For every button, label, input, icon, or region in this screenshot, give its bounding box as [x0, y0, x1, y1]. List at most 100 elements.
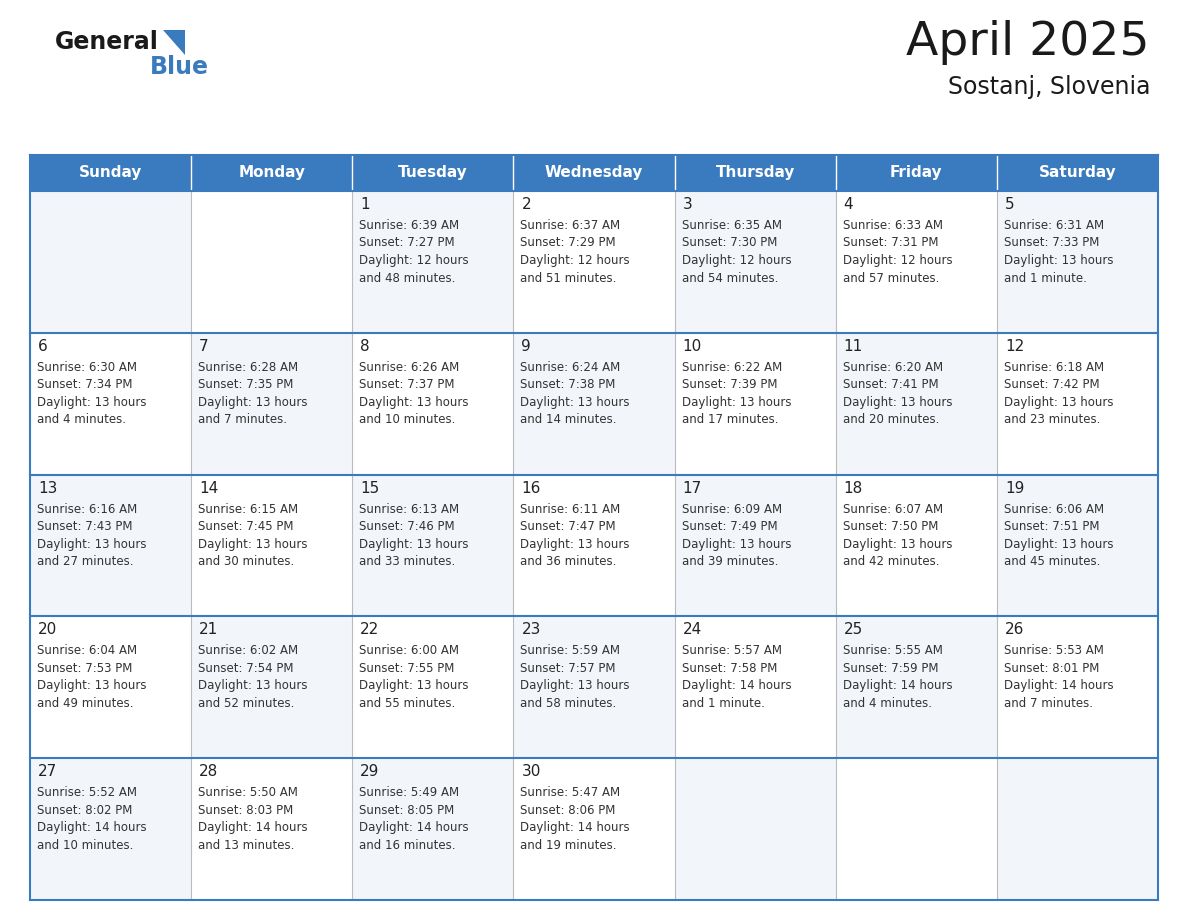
Text: Sunrise: 6:06 AM
Sunset: 7:51 PM
Daylight: 13 hours
and 45 minutes.: Sunrise: 6:06 AM Sunset: 7:51 PM Dayligh…	[1004, 502, 1113, 568]
Text: Sunrise: 6:33 AM
Sunset: 7:31 PM
Daylight: 12 hours
and 57 minutes.: Sunrise: 6:33 AM Sunset: 7:31 PM Dayligh…	[842, 219, 953, 285]
Bar	[675, 333, 835, 475]
Bar	[30, 155, 191, 191]
Bar	[997, 475, 1158, 616]
Bar	[191, 333, 353, 475]
Text: 9: 9	[522, 339, 531, 353]
Bar	[675, 155, 835, 191]
Text: Sunrise: 6:13 AM
Sunset: 7:46 PM
Daylight: 13 hours
and 33 minutes.: Sunrise: 6:13 AM Sunset: 7:46 PM Dayligh…	[359, 502, 469, 568]
Text: 19: 19	[1005, 481, 1024, 496]
Text: 29: 29	[360, 764, 380, 779]
Bar	[997, 333, 1158, 475]
Bar	[191, 191, 353, 333]
Bar	[30, 191, 191, 333]
Text: 23: 23	[522, 622, 541, 637]
Bar	[30, 333, 191, 475]
Bar	[997, 616, 1158, 758]
Bar	[513, 191, 675, 333]
Text: 5: 5	[1005, 197, 1015, 212]
Bar	[835, 475, 997, 616]
Text: 25: 25	[843, 622, 862, 637]
Text: Sunrise: 5:47 AM
Sunset: 8:06 PM
Daylight: 14 hours
and 19 minutes.: Sunrise: 5:47 AM Sunset: 8:06 PM Dayligh…	[520, 786, 630, 852]
Text: 27: 27	[38, 764, 57, 779]
Bar	[353, 155, 513, 191]
Bar	[191, 155, 353, 191]
Text: Sunrise: 6:20 AM
Sunset: 7:41 PM
Daylight: 13 hours
and 20 minutes.: Sunrise: 6:20 AM Sunset: 7:41 PM Dayligh…	[842, 361, 953, 426]
Text: 26: 26	[1005, 622, 1024, 637]
Bar	[835, 155, 997, 191]
Text: Sostanj, Slovenia: Sostanj, Slovenia	[948, 75, 1150, 99]
Text: 11: 11	[843, 339, 862, 353]
Text: Sunrise: 6:24 AM
Sunset: 7:38 PM
Daylight: 13 hours
and 14 minutes.: Sunrise: 6:24 AM Sunset: 7:38 PM Dayligh…	[520, 361, 630, 426]
Text: 10: 10	[683, 339, 702, 353]
Text: 28: 28	[200, 764, 219, 779]
Text: Sunrise: 6:04 AM
Sunset: 7:53 PM
Daylight: 13 hours
and 49 minutes.: Sunrise: 6:04 AM Sunset: 7:53 PM Dayligh…	[37, 644, 146, 710]
Text: Sunrise: 6:22 AM
Sunset: 7:39 PM
Daylight: 13 hours
and 17 minutes.: Sunrise: 6:22 AM Sunset: 7:39 PM Dayligh…	[682, 361, 791, 426]
Text: Monday: Monday	[239, 165, 305, 181]
Bar	[997, 191, 1158, 333]
Bar	[675, 758, 835, 900]
Text: Sunrise: 6:28 AM
Sunset: 7:35 PM
Daylight: 13 hours
and 7 minutes.: Sunrise: 6:28 AM Sunset: 7:35 PM Dayligh…	[198, 361, 308, 426]
Text: 13: 13	[38, 481, 57, 496]
Bar	[513, 616, 675, 758]
Text: 16: 16	[522, 481, 541, 496]
Text: Friday: Friday	[890, 165, 942, 181]
Text: 6: 6	[38, 339, 48, 353]
Bar	[353, 475, 513, 616]
Text: Wednesday: Wednesday	[545, 165, 643, 181]
Text: Sunrise: 5:50 AM
Sunset: 8:03 PM
Daylight: 14 hours
and 13 minutes.: Sunrise: 5:50 AM Sunset: 8:03 PM Dayligh…	[198, 786, 308, 852]
Text: 3: 3	[683, 197, 693, 212]
Bar	[191, 475, 353, 616]
Text: 24: 24	[683, 622, 702, 637]
Text: Sunrise: 5:57 AM
Sunset: 7:58 PM
Daylight: 14 hours
and 1 minute.: Sunrise: 5:57 AM Sunset: 7:58 PM Dayligh…	[682, 644, 791, 710]
Bar	[835, 191, 997, 333]
Bar	[353, 191, 513, 333]
Text: Sunrise: 6:30 AM
Sunset: 7:34 PM
Daylight: 13 hours
and 4 minutes.: Sunrise: 6:30 AM Sunset: 7:34 PM Dayligh…	[37, 361, 146, 426]
Text: Sunrise: 6:16 AM
Sunset: 7:43 PM
Daylight: 13 hours
and 27 minutes.: Sunrise: 6:16 AM Sunset: 7:43 PM Dayligh…	[37, 502, 146, 568]
Bar	[353, 333, 513, 475]
Bar	[30, 475, 191, 616]
Bar	[513, 758, 675, 900]
Bar	[997, 758, 1158, 900]
Bar	[353, 758, 513, 900]
Text: Sunrise: 5:49 AM
Sunset: 8:05 PM
Daylight: 14 hours
and 16 minutes.: Sunrise: 5:49 AM Sunset: 8:05 PM Dayligh…	[359, 786, 469, 852]
Text: 17: 17	[683, 481, 702, 496]
Text: Saturday: Saturday	[1038, 165, 1117, 181]
Text: Sunrise: 6:26 AM
Sunset: 7:37 PM
Daylight: 13 hours
and 10 minutes.: Sunrise: 6:26 AM Sunset: 7:37 PM Dayligh…	[359, 361, 469, 426]
Text: 20: 20	[38, 622, 57, 637]
Text: Tuesday: Tuesday	[398, 165, 468, 181]
Text: Sunrise: 6:02 AM
Sunset: 7:54 PM
Daylight: 13 hours
and 52 minutes.: Sunrise: 6:02 AM Sunset: 7:54 PM Dayligh…	[198, 644, 308, 710]
Text: Sunrise: 6:35 AM
Sunset: 7:30 PM
Daylight: 12 hours
and 54 minutes.: Sunrise: 6:35 AM Sunset: 7:30 PM Dayligh…	[682, 219, 791, 285]
Text: Sunrise: 6:37 AM
Sunset: 7:29 PM
Daylight: 12 hours
and 51 minutes.: Sunrise: 6:37 AM Sunset: 7:29 PM Dayligh…	[520, 219, 630, 285]
Text: Sunrise: 5:55 AM
Sunset: 7:59 PM
Daylight: 14 hours
and 4 minutes.: Sunrise: 5:55 AM Sunset: 7:59 PM Dayligh…	[842, 644, 953, 710]
Text: 4: 4	[843, 197, 853, 212]
Bar	[997, 155, 1158, 191]
Text: 1: 1	[360, 197, 369, 212]
Text: Sunrise: 6:00 AM
Sunset: 7:55 PM
Daylight: 13 hours
and 55 minutes.: Sunrise: 6:00 AM Sunset: 7:55 PM Dayligh…	[359, 644, 469, 710]
Text: Sunrise: 5:52 AM
Sunset: 8:02 PM
Daylight: 14 hours
and 10 minutes.: Sunrise: 5:52 AM Sunset: 8:02 PM Dayligh…	[37, 786, 146, 852]
Bar	[675, 191, 835, 333]
Bar	[675, 616, 835, 758]
Text: Thursday: Thursday	[715, 165, 795, 181]
Text: Sunrise: 6:31 AM
Sunset: 7:33 PM
Daylight: 13 hours
and 1 minute.: Sunrise: 6:31 AM Sunset: 7:33 PM Dayligh…	[1004, 219, 1113, 285]
Bar	[835, 758, 997, 900]
Text: Sunrise: 6:15 AM
Sunset: 7:45 PM
Daylight: 13 hours
and 30 minutes.: Sunrise: 6:15 AM Sunset: 7:45 PM Dayligh…	[198, 502, 308, 568]
Polygon shape	[163, 30, 185, 55]
Text: Sunrise: 5:59 AM
Sunset: 7:57 PM
Daylight: 13 hours
and 58 minutes.: Sunrise: 5:59 AM Sunset: 7:57 PM Dayligh…	[520, 644, 630, 710]
Bar	[191, 758, 353, 900]
Bar	[30, 758, 191, 900]
Bar	[30, 616, 191, 758]
Text: Sunday: Sunday	[78, 165, 143, 181]
Text: Sunrise: 6:39 AM
Sunset: 7:27 PM
Daylight: 12 hours
and 48 minutes.: Sunrise: 6:39 AM Sunset: 7:27 PM Dayligh…	[359, 219, 469, 285]
Bar	[353, 616, 513, 758]
Text: 21: 21	[200, 622, 219, 637]
Text: 7: 7	[200, 339, 209, 353]
Text: April 2025: April 2025	[906, 20, 1150, 65]
Text: 14: 14	[200, 481, 219, 496]
Text: Sunrise: 5:53 AM
Sunset: 8:01 PM
Daylight: 14 hours
and 7 minutes.: Sunrise: 5:53 AM Sunset: 8:01 PM Dayligh…	[1004, 644, 1113, 710]
Text: 18: 18	[843, 481, 862, 496]
Text: 8: 8	[360, 339, 369, 353]
Text: 22: 22	[360, 622, 379, 637]
Text: Sunrise: 6:09 AM
Sunset: 7:49 PM
Daylight: 13 hours
and 39 minutes.: Sunrise: 6:09 AM Sunset: 7:49 PM Dayligh…	[682, 502, 791, 568]
Text: General: General	[55, 30, 159, 54]
Bar	[675, 475, 835, 616]
